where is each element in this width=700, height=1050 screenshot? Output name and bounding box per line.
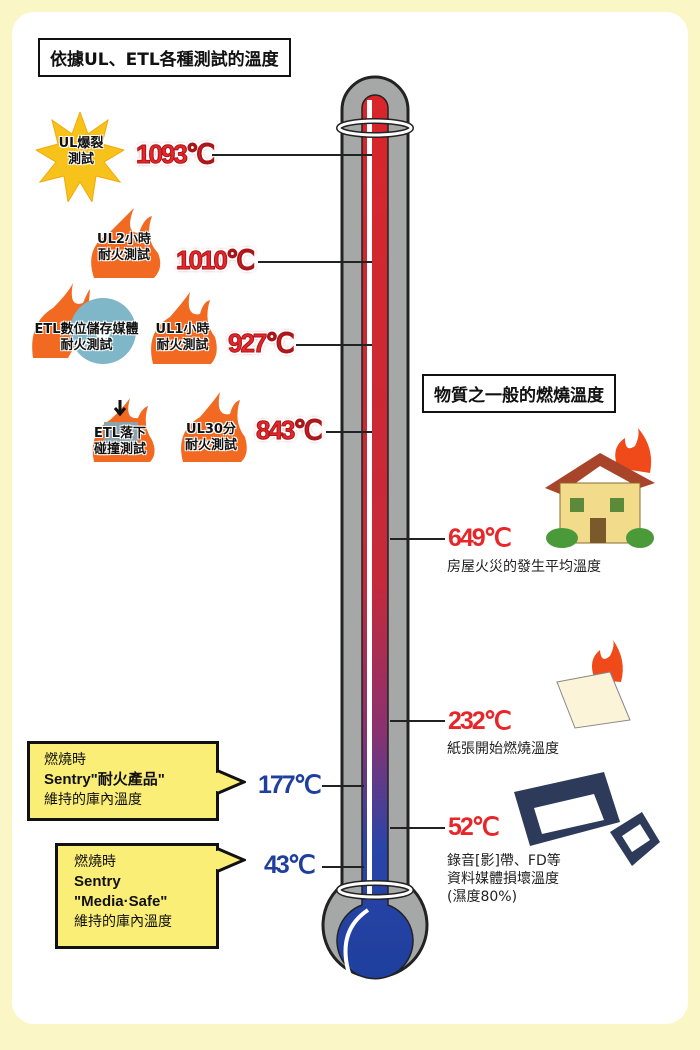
thermometer (321, 75, 429, 1000)
callout-pointer (216, 768, 246, 796)
explosion-star-icon (36, 112, 124, 202)
temp-52: 52℃ (448, 813, 500, 841)
test-label-etl-media: ETL數位儲存媒體 耐火測試 (34, 322, 139, 353)
leader-line (390, 538, 445, 540)
test-label-ul1h: UL1小時 耐火測試 (155, 322, 210, 353)
callout-pointer (216, 846, 246, 874)
test-label-etl-drop: ETL落下 碰撞測試 (93, 426, 147, 457)
bulb-highlight (343, 908, 373, 1000)
leader-line (258, 261, 372, 263)
right-title: 物質之一般的燃燒溫度 (422, 374, 616, 413)
sentry-mediasafe-callout: 燃燒時 Sentry "Media·Safe" 維持的庫內溫度 (55, 843, 219, 949)
flame-icon (151, 292, 217, 364)
mercury-column (336, 94, 414, 980)
tube-highlight (367, 100, 372, 900)
burning-house-icon (545, 428, 655, 548)
flame-disc-icon (32, 283, 136, 364)
temp-927: 927℃ (228, 328, 296, 359)
test-label-ul30m: UL30分 耐火測試 (184, 422, 237, 453)
temp-177: 177℃ (258, 771, 322, 799)
material-desc: 錄音[影]帶、FD等 資料媒體損壞溫度 (濕度80%) (447, 853, 561, 905)
burning-paper-icon (556, 640, 631, 729)
leader-line (390, 720, 445, 722)
videotape-floppy-icon (514, 772, 660, 866)
temp-843: 843℃ (256, 415, 324, 446)
temp-1093: 1093℃ (135, 139, 215, 170)
leader-line (322, 785, 364, 787)
temp-43: 43℃ (264, 851, 316, 879)
test-label-ul-burst: UL爆裂 測試 (58, 136, 104, 167)
temp-649: 649℃ (448, 524, 512, 552)
temp-232: 232℃ (448, 707, 512, 735)
flame-drop-icon (92, 398, 155, 462)
leader-line (296, 344, 372, 346)
test-label-ul2h: UL2小時 耐火測試 (97, 232, 151, 263)
leader-line (390, 827, 445, 829)
material-desc: 房屋火災的發生平均溫度 (447, 559, 601, 575)
leader-line (212, 154, 372, 156)
flame-icon (181, 392, 247, 462)
temp-1010: 1010℃ (175, 245, 255, 276)
left-title: 依據UL、ETL各種測試的溫度 (38, 38, 291, 77)
flame-icon (91, 208, 161, 278)
sentry-fireproof-callout: 燃燒時 Sentry"耐火產品" 維持的庫內溫度 (27, 741, 219, 821)
material-desc: 紙張開始燃燒溫度 (447, 741, 559, 757)
leader-line (322, 866, 364, 868)
leader-line (326, 431, 372, 433)
